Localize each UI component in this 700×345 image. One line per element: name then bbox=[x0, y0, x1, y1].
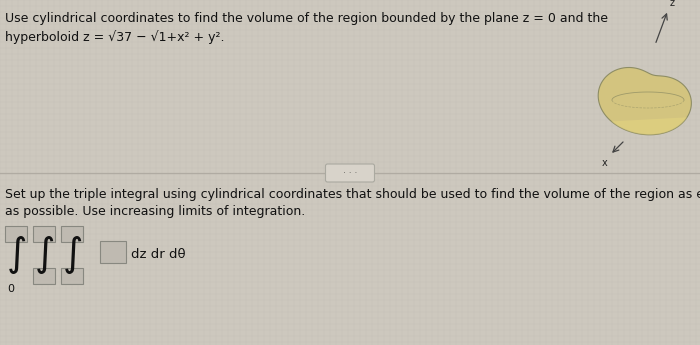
FancyBboxPatch shape bbox=[33, 268, 55, 284]
Text: x: x bbox=[601, 158, 607, 168]
FancyBboxPatch shape bbox=[100, 241, 126, 263]
Text: $\int$: $\int$ bbox=[62, 234, 82, 276]
Text: Use cylindrical coordinates to find the volume of the region bounded by the plan: Use cylindrical coordinates to find the … bbox=[5, 12, 608, 25]
FancyBboxPatch shape bbox=[5, 226, 27, 242]
Text: hyperboloid z = √37 − √1+x² + y².: hyperboloid z = √37 − √1+x² + y². bbox=[5, 30, 225, 44]
Text: $\int$: $\int$ bbox=[6, 234, 26, 276]
Text: Set up the triple integral using cylindrical coordinates that should be used to : Set up the triple integral using cylindr… bbox=[5, 188, 700, 201]
FancyBboxPatch shape bbox=[33, 226, 55, 242]
Text: 0: 0 bbox=[7, 284, 14, 294]
Text: z: z bbox=[670, 0, 675, 8]
Polygon shape bbox=[598, 68, 692, 135]
Text: $\int$: $\int$ bbox=[34, 234, 54, 276]
Polygon shape bbox=[611, 117, 687, 135]
FancyBboxPatch shape bbox=[61, 268, 83, 284]
FancyBboxPatch shape bbox=[61, 226, 83, 242]
Text: dz dr dθ: dz dr dθ bbox=[131, 248, 186, 262]
FancyBboxPatch shape bbox=[326, 164, 374, 182]
Text: as possible. Use increasing limits of integration.: as possible. Use increasing limits of in… bbox=[5, 205, 305, 218]
Text: · · ·: · · · bbox=[343, 168, 357, 177]
